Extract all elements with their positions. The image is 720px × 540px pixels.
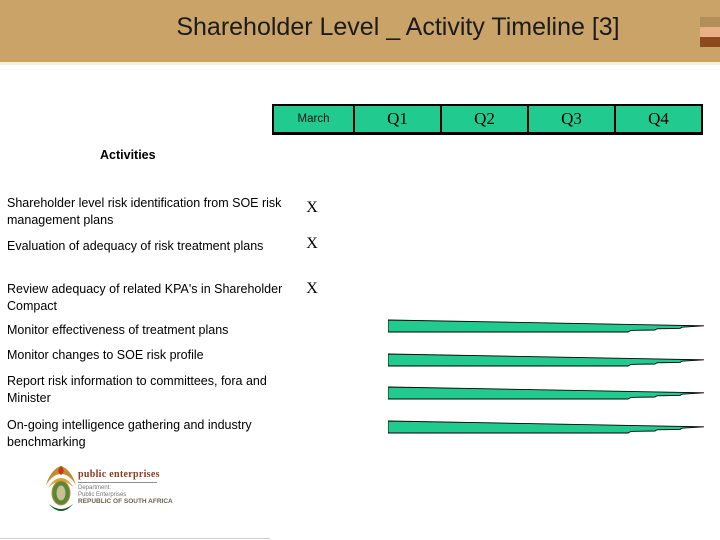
header-accent-bar-3 — [700, 37, 720, 47]
timeline-header-q2: Q2 — [440, 106, 527, 132]
logo-org-name: public enterprises — [78, 469, 160, 480]
header-accent-bar-1 — [700, 17, 720, 27]
activities-heading: Activities — [100, 148, 156, 162]
header-divider-strip — [0, 62, 720, 65]
timeline-header-q4: Q4 — [614, 106, 701, 132]
activity-label-5: Monitor changes to SOE risk profile — [7, 348, 204, 362]
slide-title: Shareholder Level _ Activity Timeline [3… — [176, 13, 620, 41]
activity-label-3: Review adequacy of related KPA's in Shar… — [7, 282, 283, 313]
logo-department-name: Public Enterprises — [78, 491, 127, 498]
timeline-header-month: March — [274, 106, 353, 132]
slide-header-band: Shareholder Level _ Activity Timeline [3… — [0, 0, 720, 62]
coat-of-arms-icon — [46, 466, 76, 511]
march-marker-1: X — [306, 199, 318, 216]
timeline-header-q3: Q3 — [527, 106, 614, 132]
logo-underline — [78, 482, 157, 483]
activity-label-7: On-going intelligence gathering and indu… — [7, 418, 252, 449]
timeline-bar-3 — [388, 386, 704, 400]
logo-department-line: Department: — [78, 485, 112, 491]
activity-label-6: Report risk information to committees, f… — [7, 374, 267, 405]
activity-label-4: Monitor effectiveness of treatment plans — [7, 323, 229, 337]
bottom-hairline — [0, 538, 270, 539]
logo-republic-line: REPUBLIC OF SOUTH AFRICA — [78, 498, 173, 505]
timeline-bar-1 — [388, 319, 704, 333]
timeline-bar-4 — [388, 420, 704, 434]
activity-label-2: Evaluation of adequacy of risk treatment… — [7, 239, 264, 253]
header-accent-bar-2 — [700, 27, 720, 37]
timeline-bar-2 — [388, 353, 704, 367]
timeline-header-row: March Q1 Q2 Q3 Q4 — [272, 104, 703, 135]
march-marker-3: X — [306, 280, 318, 297]
timeline-header-q1: Q1 — [353, 106, 440, 132]
activity-label-1: Shareholder level risk identification fr… — [7, 196, 282, 227]
march-marker-2: X — [306, 235, 318, 252]
logo-text-block: public enterprises Department: Public En… — [78, 469, 244, 506]
